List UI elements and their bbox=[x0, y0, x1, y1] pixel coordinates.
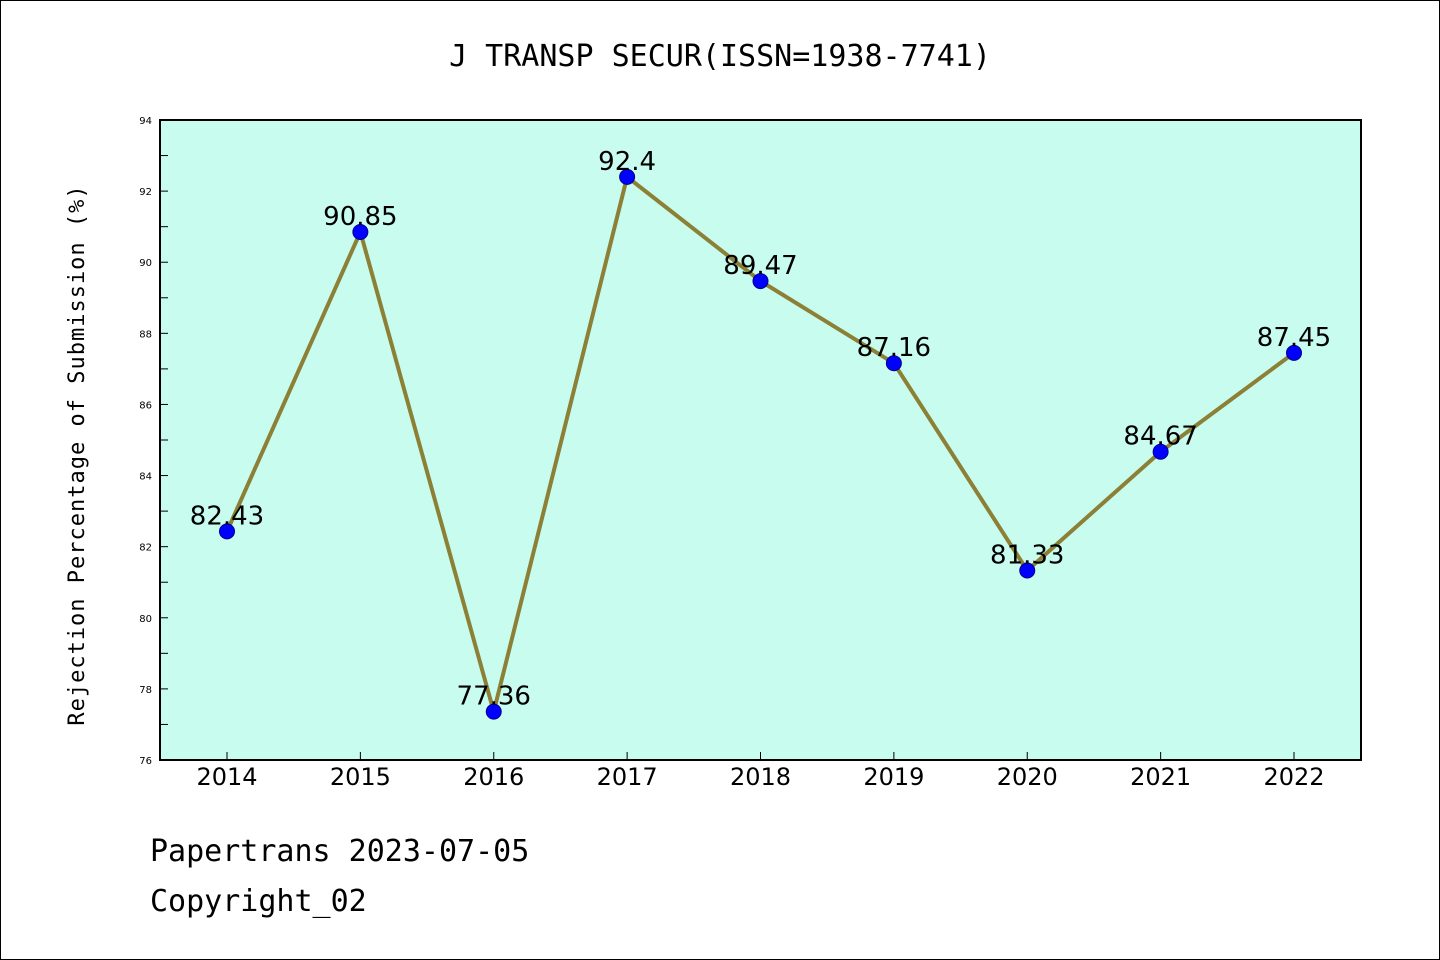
y-tick-label: 76 bbox=[139, 756, 152, 767]
data-label: 82.43 bbox=[190, 501, 264, 531]
y-tick-label: 90 bbox=[139, 258, 152, 269]
watermark-text: Papertrans 2023-07-05 bbox=[150, 834, 530, 869]
copyright-text: Copyright_02 bbox=[150, 884, 367, 919]
data-point-marker bbox=[352, 224, 369, 240]
data-label: 87.45 bbox=[1257, 323, 1331, 353]
data-label: 90.85 bbox=[323, 202, 397, 232]
data-point-marker bbox=[1286, 344, 1302, 361]
x-tick-label: 2016 bbox=[463, 763, 524, 791]
x-axis-ticks: 2014 2015 2016 2017 2018 2019 2020 2021 2022 bbox=[196, 752, 1325, 791]
x-tick-label: 2022 bbox=[1263, 763, 1324, 791]
y-axis-ticks: 76 78 80 82 84 86 88 90 92 94 bbox=[139, 116, 168, 767]
data-labels: 82.43 90.85 77.36 92.4 89.47 87.16 81.33 84.67 8… bbox=[190, 147, 1331, 712]
y-tick-label: 80 bbox=[139, 614, 152, 625]
data-label: 81.33 bbox=[990, 540, 1064, 570]
x-tick-label: 2019 bbox=[863, 763, 924, 791]
data-label: 87.16 bbox=[857, 333, 931, 363]
x-tick-label: 2020 bbox=[997, 763, 1058, 791]
x-tick-label: 2015 bbox=[330, 763, 391, 791]
data-point-marker bbox=[219, 523, 235, 540]
chart-title: J TRANSP SECUR(ISSN=1938-7741) bbox=[449, 39, 991, 74]
data-point-marker bbox=[485, 703, 502, 720]
y-tick-label: 92 bbox=[139, 187, 152, 198]
data-point-marker bbox=[619, 168, 636, 185]
data-point-marker bbox=[1019, 562, 1036, 579]
data-point-marker bbox=[752, 273, 769, 290]
data-label: 84.67 bbox=[1123, 422, 1197, 452]
data-label: 92.4 bbox=[598, 147, 656, 177]
data-point-marker bbox=[885, 355, 902, 372]
plot-border bbox=[159, 119, 1362, 761]
y-tick-label: 84 bbox=[139, 472, 152, 483]
x-tick-label: 2017 bbox=[597, 763, 658, 791]
y-tick-label: 88 bbox=[139, 329, 152, 340]
y-tick-label: 78 bbox=[139, 685, 152, 696]
data-point-marker bbox=[1152, 443, 1169, 460]
x-tick-label: 2014 bbox=[196, 763, 257, 791]
data-markers bbox=[219, 168, 1302, 720]
y-axis-label: Rejection Percentage of Submission (%) bbox=[65, 184, 90, 725]
x-tick-label: 2021 bbox=[1130, 763, 1191, 791]
data-label: 77.36 bbox=[457, 682, 531, 712]
y-tick-label: 82 bbox=[139, 543, 152, 554]
y-tick-label: 94 bbox=[139, 116, 152, 127]
y-tick-label: 86 bbox=[139, 400, 152, 411]
data-label: 89.47 bbox=[723, 251, 797, 281]
x-tick-label: 2018 bbox=[730, 763, 791, 791]
